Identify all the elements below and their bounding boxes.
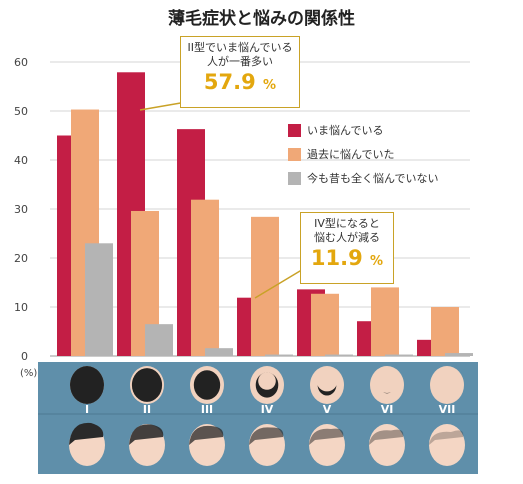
y-tick-label: 50 [14,105,28,118]
callout-type4-pointer [254,267,306,299]
crown-thinning [433,367,461,395]
callout-type2: II型でいま悩んでいる 人が一番多い 57.9 % [180,36,300,108]
crown-thinning [316,370,338,392]
callout-type2-line2: 人が一番多い [207,55,273,68]
y-tick-label: 60 [14,56,28,69]
callout-type4: IV型になると 悩む人が減る 11.9 % [300,212,394,284]
hair-top-view [131,368,163,402]
x-tick-label: I [85,403,89,416]
bar-past [431,307,459,356]
y-tick-label: 30 [14,203,28,216]
bar-never [205,348,233,356]
head-side-view [369,424,405,466]
bar-never [445,353,473,356]
hair-side-view [249,427,284,445]
hair-top-view [70,366,104,404]
chart-title: 薄毛症状と悩みの関係性 [168,9,355,29]
x-tick-label: VII [439,403,456,416]
legend-item-now: いま悩んでいる [288,120,438,140]
legend-swatch-past [288,147,301,161]
hair-side-view [309,428,344,445]
hair-side-view [129,424,164,445]
x-tick-label: II [143,403,151,416]
callout-type2-value: 57.9 % [203,70,277,94]
bar-never [85,243,113,356]
callout-type4-line1: IV型になると [314,217,380,230]
hair-top-view [193,370,221,400]
bar-never [385,354,413,356]
hair-side-view [369,429,404,445]
bar-never [145,324,173,356]
x-tick-label: V [323,403,332,416]
bar-past [191,199,219,356]
legend-swatch-never [288,171,301,185]
legend: いま悩んでいる 過去に悩んでいた 今も昔も全く悩んでいない [288,120,438,192]
bar-never [265,354,293,356]
y-tick-label: 10 [14,301,28,314]
crown-thinning [258,372,276,390]
bar-past [311,293,339,356]
callout-type2-line1: II型でいま悩んでいる [187,41,293,54]
callout-type4-line2: 悩む人が減る [314,231,380,244]
bar-never [325,354,353,356]
y-tick-label: 0 [21,350,28,363]
legend-label-past: 過去に悩んでいた [307,148,395,161]
bar-past [371,287,399,356]
hair-side-view [69,422,104,445]
legend-swatch-now [288,123,301,137]
legend-item-never: 今も昔も全く悩んでいない [288,168,438,188]
hair-side-view [429,430,464,445]
head-side-view [429,424,465,466]
y-tick-label: 20 [14,252,28,265]
callout-type4-value: 11.9 % [310,246,384,270]
crown-thinning [375,369,399,393]
y-tick-label: 40 [14,154,28,167]
legend-label-now: いま悩んでいる [307,124,384,137]
y-axis-unit: (%) [20,368,38,379]
legend-label-never: 今も昔も全く悩んでいない [307,172,439,185]
hair-side-view [189,425,224,445]
x-tick-label: VI [381,403,394,416]
legend-item-past: 過去に悩んでいた [288,144,438,164]
x-tick-label: IV [261,403,274,416]
x-tick-label: III [201,403,213,416]
